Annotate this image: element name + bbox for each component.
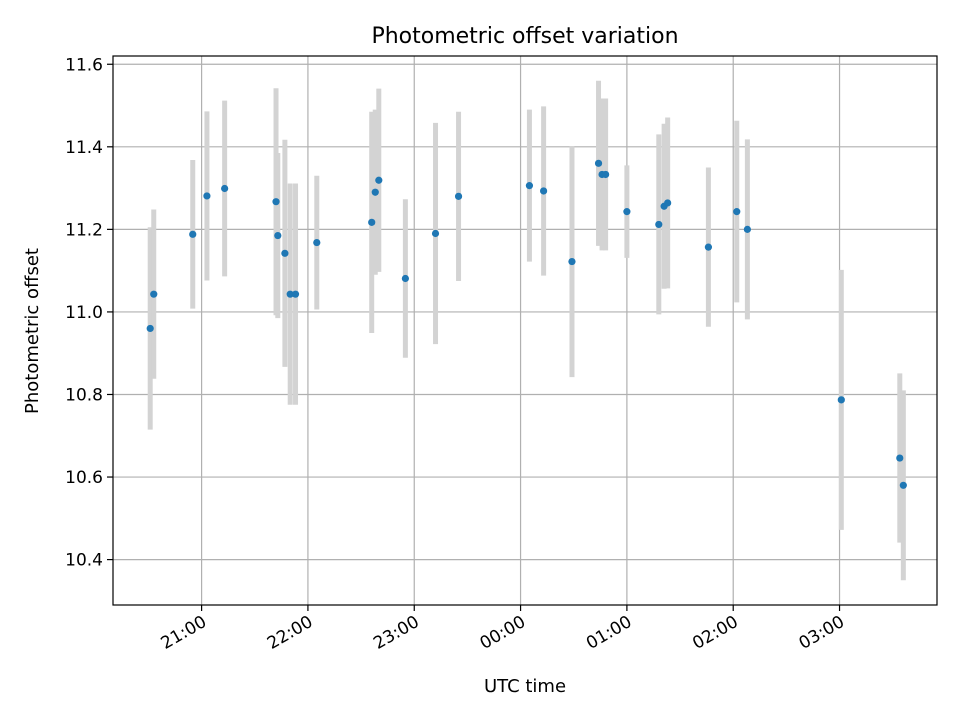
data-point [146, 324, 154, 333]
data-point [375, 176, 383, 184]
data-point [664, 199, 672, 207]
data-point [525, 182, 534, 190]
y-tick-label: 10.8 [65, 385, 103, 405]
data-point [540, 187, 548, 195]
x-axis-label: UTC time [484, 676, 566, 697]
data-point [704, 243, 713, 251]
data-point [203, 192, 211, 200]
y-tick-label: 11.2 [65, 220, 103, 240]
y-tick-label: 11.6 [65, 55, 103, 75]
data-point [291, 290, 300, 298]
data-point [733, 208, 741, 216]
data-point [431, 229, 440, 238]
data-point [371, 188, 379, 196]
grid-lines [113, 56, 937, 605]
data-point [286, 290, 294, 298]
data-point [623, 208, 631, 216]
data-point [313, 238, 321, 247]
data-point [896, 454, 904, 462]
data-point [189, 230, 197, 238]
y-axis-ticks: 10.4 10.6 10.8 11.0 11.2 11.4 11.6 [65, 55, 113, 571]
data-points [146, 159, 907, 489]
data-point [368, 218, 376, 226]
data-point [272, 198, 280, 206]
data-point [401, 274, 409, 283]
data-point [281, 249, 289, 257]
y-tick-label: 10.6 [65, 468, 103, 488]
y-tick-label: 11.4 [65, 138, 103, 158]
y-tick-label: 10.4 [65, 551, 103, 571]
data-point [899, 481, 907, 489]
data-point [594, 159, 603, 167]
data-point [655, 220, 663, 229]
data-point [743, 225, 751, 233]
data-point [274, 231, 282, 240]
y-axis-label: Photometric offset [22, 248, 43, 414]
y-tick-label: 11.0 [65, 303, 103, 323]
data-point [221, 184, 229, 193]
data-point [150, 290, 158, 298]
data-point [602, 170, 610, 179]
data-point [454, 192, 463, 200]
data-point [568, 257, 576, 266]
chart-title: Photometric offset variation [371, 24, 678, 49]
plot-frame [112, 55, 938, 606]
data-point [837, 396, 845, 404]
